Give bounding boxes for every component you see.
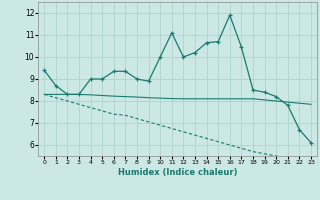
X-axis label: Humidex (Indice chaleur): Humidex (Indice chaleur) — [118, 168, 237, 177]
